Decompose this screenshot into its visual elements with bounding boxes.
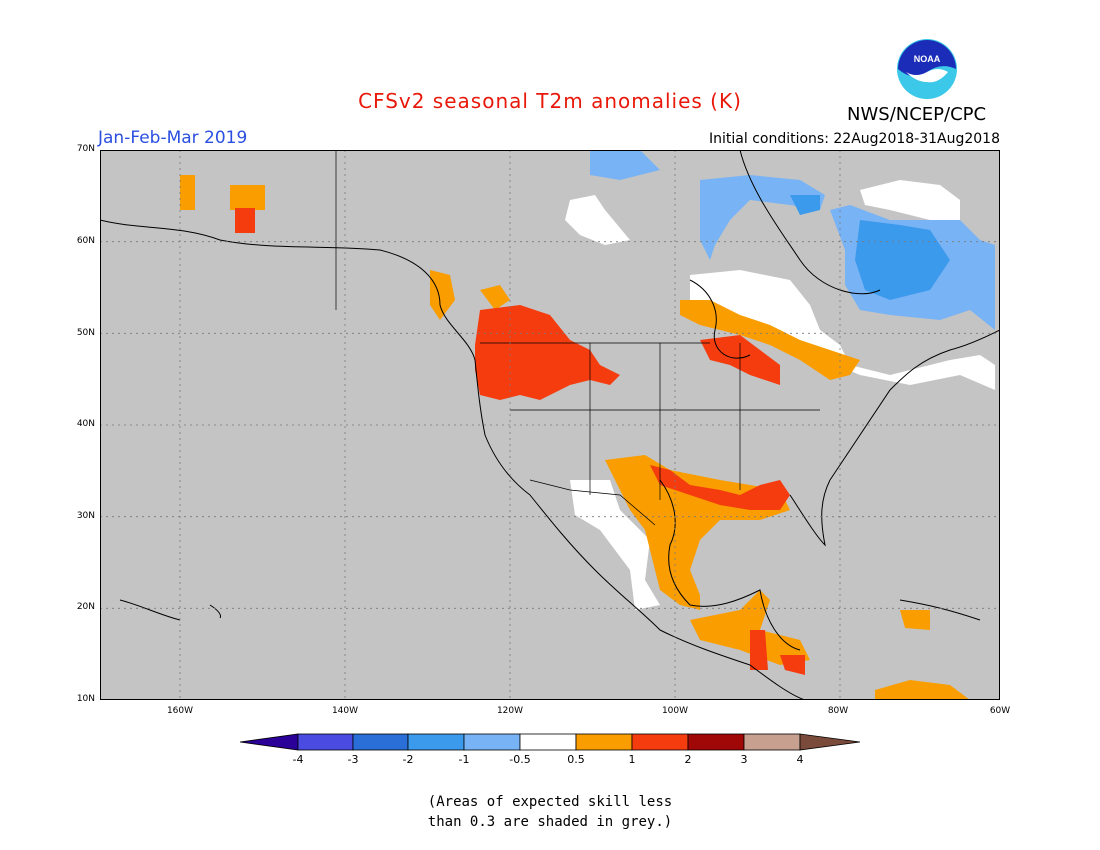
colorbar-label: 0.5 [567, 753, 585, 766]
agency-label: NWS/NCEP/CPC [847, 104, 987, 125]
colorbar-label: -3 [347, 753, 359, 766]
colorbar-label: -2 [402, 753, 414, 766]
colorbar-segment [575, 733, 633, 751]
lon-label: 160W [166, 706, 194, 716]
white-anomaly-regions [565, 180, 995, 610]
footnote-line: (Areas of expected skill less [427, 794, 673, 810]
colorbar-label: 2 [684, 753, 692, 766]
colorbar [240, 733, 860, 751]
colorbar-label: 1 [628, 753, 636, 766]
colorbar-label: 3 [740, 753, 748, 766]
lat-label: 20N [76, 602, 95, 612]
season-label: Jan-Feb-Mar 2019 [98, 128, 248, 148]
lon-label: 100W [661, 706, 689, 716]
lon-label: 120W [496, 706, 524, 716]
colorbar-segment [631, 733, 689, 751]
lon-label: 140W [331, 706, 359, 716]
initial-conditions-label: Initial conditions: 22Aug2018-31Aug2018 [709, 131, 1000, 147]
red-orange-anomaly-regions [235, 208, 805, 675]
colorbar-min-arrow [240, 733, 299, 751]
footnote-line: than 0.3 are shaded in grey.) [427, 814, 673, 830]
skill-footnote: (Areas of expected skill less than 0.3 a… [0, 792, 1100, 832]
colorbar-max-arrow [799, 733, 860, 751]
chart-title: CFSv2 seasonal T2m anomalies (K) [358, 89, 742, 113]
colorbar-segment [463, 733, 521, 751]
colorbar-segment [519, 733, 577, 751]
lat-label: 50N [76, 328, 95, 338]
noaa-logo: NOAA [897, 39, 957, 99]
noaa-logo-text: NOAA [914, 54, 941, 64]
colorbar-label: 4 [796, 753, 804, 766]
colorbar-label: -1 [458, 753, 470, 766]
lat-label: 60N [76, 236, 95, 246]
colorbar-segment [297, 733, 354, 751]
lat-label: 10N [76, 694, 95, 704]
lat-label: 40N [76, 419, 95, 429]
colorbar-label: -0.5 [509, 753, 531, 766]
lon-label: 80W [827, 706, 849, 716]
grid-lines [100, 150, 1000, 700]
colorbar-label: -4 [292, 753, 304, 766]
lat-label: 30N [76, 511, 95, 521]
political-boundaries [335, 150, 820, 526]
coastlines [100, 150, 1000, 700]
lon-label: 60W [989, 706, 1011, 716]
colorbar-segment [407, 733, 465, 751]
dark-blue-anomaly-regions [790, 195, 950, 300]
colorbar-segment [743, 733, 801, 751]
colorbar-segment [352, 733, 409, 751]
lat-label: 70N [76, 144, 95, 154]
anomaly-map [100, 150, 1000, 700]
colorbar-segment [687, 733, 745, 751]
